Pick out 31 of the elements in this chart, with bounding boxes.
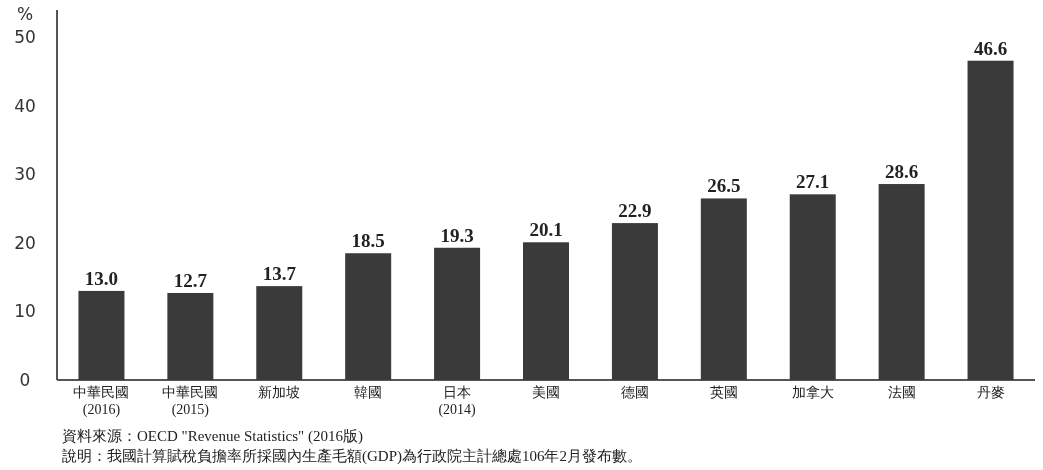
data-label: 20.1: [529, 219, 563, 241]
data-label: 46.6: [973, 37, 1008, 59]
data-label: 13.0: [84, 267, 119, 289]
x-tick-label: 法國: [887, 385, 916, 400]
y-tick-label: 0: [19, 370, 31, 390]
x-tick-label: 丹麥: [976, 385, 1005, 400]
x-tick-label: 英國: [709, 385, 738, 400]
x-tick-label: 加拿大: [791, 385, 834, 400]
data-label: 19.3: [440, 224, 474, 246]
source-note: 資料來源：OECD "Revenue Statistics" (2016版): [62, 428, 363, 445]
data-label: 18.5: [351, 230, 385, 252]
x-tick-label: 韓國: [354, 385, 383, 400]
data-label: 26.5: [707, 175, 741, 197]
text: 說明：我國計算賦稅負擔率所採國內生產毛額(GDP)為行政院主計總處106年2月發布數。: [62, 448, 642, 465]
x-tick-label: 美國: [532, 385, 560, 400]
y-tick-label: 50: [14, 27, 36, 48]
data-label: 13.7: [262, 263, 297, 285]
y-tick-label: 40: [14, 95, 36, 116]
x-tick-label: 德國: [620, 385, 649, 400]
y-tick-label: 10: [14, 301, 36, 322]
x-tick-label: 新加坡: [258, 385, 301, 400]
y-tick-label: 30: [14, 164, 36, 185]
x-tick-label: 中華民國 (2016): [73, 385, 130, 418]
data-label: 28.6: [885, 161, 919, 183]
y-tick-label: 20: [14, 232, 36, 253]
data-label: 22.9: [618, 200, 652, 222]
x-tick-label: 中華民國 (2015): [162, 385, 219, 418]
y-axis-title: %: [16, 4, 34, 24]
data-label: 27.1: [796, 171, 830, 193]
data-label: 12.7: [173, 269, 208, 291]
x-tick-label: 日本 (2014): [438, 385, 477, 418]
